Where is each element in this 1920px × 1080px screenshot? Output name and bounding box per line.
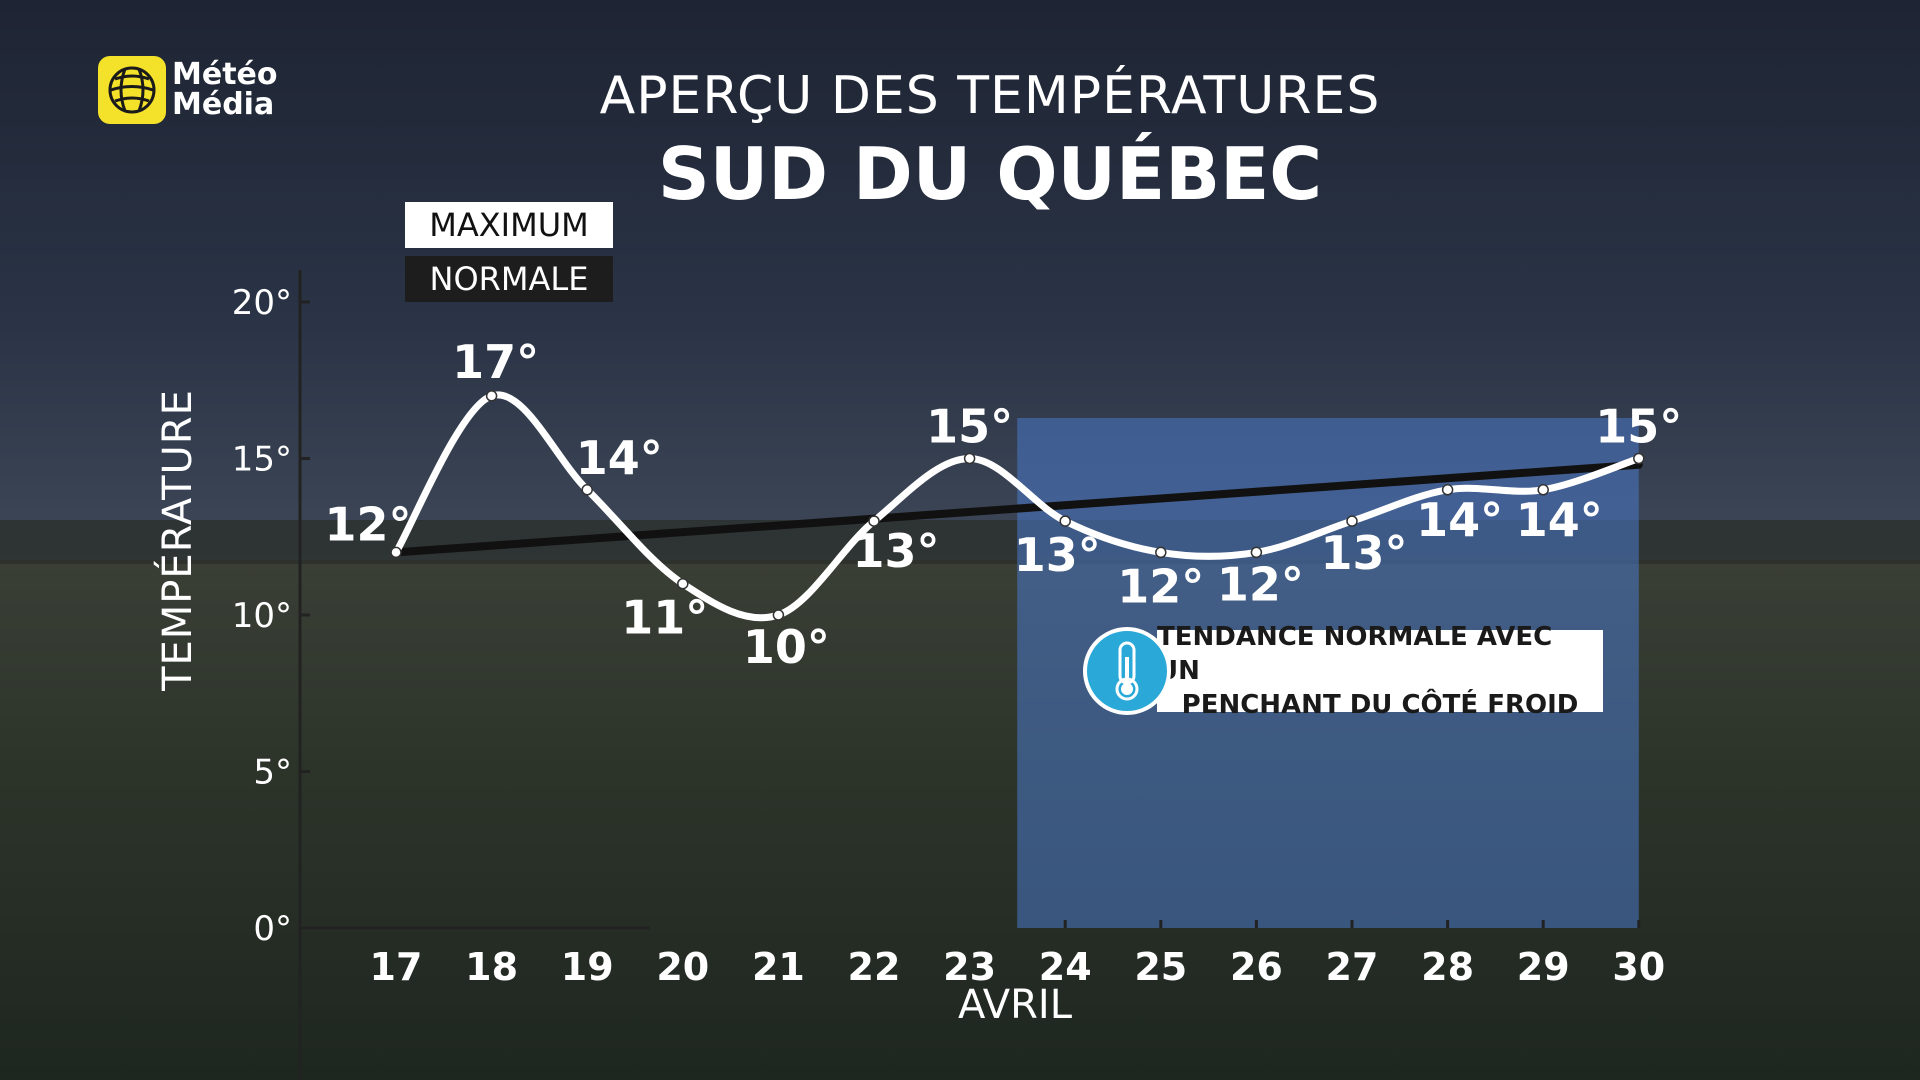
x-tick-label: 26: [1230, 945, 1283, 989]
data-label: 10°: [743, 620, 830, 674]
y-tick-label: 15°: [232, 440, 292, 480]
maximum-point: [1059, 515, 1071, 527]
legend-maximum: MAXIMUM: [405, 202, 613, 248]
data-label: 13°: [1014, 528, 1101, 582]
normale-series: [392, 460, 1643, 557]
maximum-series: [390, 390, 1645, 622]
maximum-point: [963, 452, 976, 465]
globe-icon: [98, 56, 166, 124]
y-tick-label: 20°: [232, 283, 292, 323]
maximum-point: [1250, 546, 1263, 559]
axes: 0° 5° 10° 15° 20° 17 18 19 20 21 22 23 24 25 26 27 28 29 3…: [232, 270, 1665, 1080]
maximum-point: [868, 515, 880, 527]
chart-title: SUD DU QUÉBEC: [657, 132, 1323, 216]
maximum-point: [1346, 515, 1358, 527]
data-label: 11°: [621, 591, 708, 645]
data-label: 12°: [1117, 559, 1204, 613]
trend-callout: TENDANCE NORMALE AVEC UN PENCHANT DU CÔT…: [1083, 622, 1603, 720]
maximum-point: [485, 390, 498, 402]
maximum-point: [1537, 484, 1549, 496]
x-tick-label: 24: [1039, 945, 1092, 989]
x-axis-label: AVRIL: [957, 982, 1073, 1028]
callout-text-box: TENDANCE NORMALE AVEC UN PENCHANT DU CÔT…: [1157, 622, 1603, 720]
y-tick-label: 10°: [232, 596, 292, 636]
maximum-point: [581, 484, 593, 496]
data-label: 17°: [452, 335, 539, 389]
data-label: 14°: [1516, 493, 1603, 547]
maximum-point: [772, 609, 785, 621]
maximum-line: [392, 391, 1643, 622]
x-tick-label: 27: [1326, 945, 1379, 989]
x-tick-label: 21: [752, 945, 805, 989]
maximum-point: [677, 577, 689, 590]
normale-line: [392, 460, 1643, 557]
data-label: 15°: [926, 400, 1013, 454]
logo-line2: Média: [172, 87, 275, 122]
thermometer-icon: [1083, 627, 1171, 715]
data-label: 14°: [576, 431, 663, 485]
maximum-point: [1633, 452, 1645, 465]
x-tick-label: 18: [465, 945, 518, 989]
data-label: 14°: [1416, 493, 1503, 547]
chart-subtitle: APERÇU DES TEMPÉRATURES: [599, 66, 1381, 126]
legend-normale: NORMALE: [405, 256, 613, 302]
callout-line1: TENDANCE NORMALE AVEC UN: [1157, 622, 1553, 686]
x-tick-label: 23: [943, 945, 996, 989]
maximum-point: [1155, 546, 1167, 559]
data-label: 15°: [1595, 400, 1682, 454]
logo-line1: Météo: [172, 57, 278, 92]
x-tick-label: 25: [1134, 945, 1187, 989]
data-label: 12°: [1217, 557, 1304, 611]
callout-line2: PENCHANT DU CÔTÉ FROID: [1181, 690, 1579, 720]
maximum-point: [390, 546, 402, 559]
data-label: 13°: [1320, 526, 1407, 580]
x-tick-label: 28: [1421, 945, 1474, 989]
x-tick-label: 29: [1517, 945, 1570, 989]
data-label: 13°: [852, 524, 939, 578]
y-tick-label: 5°: [253, 753, 292, 793]
maximum-point: [1441, 484, 1454, 496]
y-tick-label: 0°: [253, 909, 292, 949]
data-labels: 12°17°14°11°10°13°15°13°12° 12°13°14° 14°1…: [324, 335, 1682, 674]
meteomedia-logo: Météo Média: [98, 56, 278, 124]
x-tick-label: 19: [561, 945, 614, 989]
x-tick-label: 17: [370, 945, 423, 989]
x-tick-label: 20: [656, 945, 709, 989]
logo-wordmark: Météo Média: [172, 60, 278, 120]
x-tick-label: 30: [1612, 945, 1665, 989]
data-label: 12°: [324, 497, 411, 551]
y-axis-label: TEMPÉRATURE: [155, 389, 201, 691]
x-tick-label: 22: [848, 945, 901, 989]
